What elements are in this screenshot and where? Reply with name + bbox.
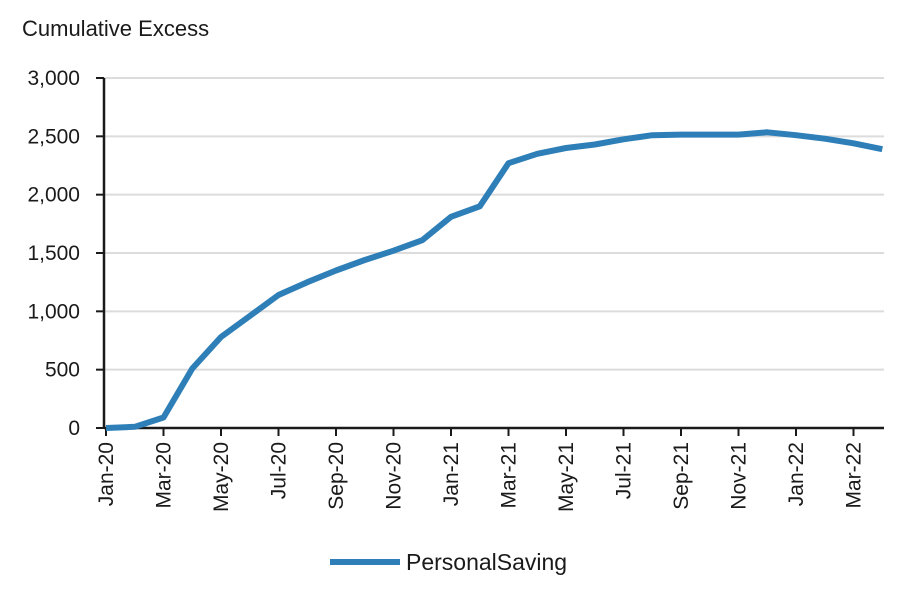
- y-tick-label: 1,500: [27, 242, 80, 265]
- x-tick-label: Nov-20: [383, 442, 406, 510]
- series-line-0: [105, 129, 883, 431]
- x-tick-label: Sep-21: [670, 442, 693, 510]
- x-tick-label: Mar-21: [498, 442, 521, 509]
- x-tick-label: May-20: [210, 442, 233, 512]
- series-lines: [105, 129, 883, 431]
- axes: [96, 77, 884, 436]
- x-tick-label: Jan-20: [95, 442, 118, 506]
- x-tick-label: Jan-21: [440, 442, 463, 506]
- y-tick-label: 2,500: [27, 125, 80, 148]
- x-tick-label: Nov-21: [728, 442, 751, 510]
- x-tick-labels: Jan-20 Mar-20 May-20 Jul-20 Sep-20 Nov-20 Jan-…: [95, 442, 866, 512]
- x-tick-label: Jul-20: [268, 442, 291, 499]
- x-tick-label: Jan-22: [785, 442, 808, 506]
- y-tick-labels: 0 500 1,000 1,500 2,000 2,500 3,000: [27, 67, 80, 440]
- y-tick-label: 3,000: [27, 67, 80, 90]
- y-tick-label: 500: [45, 359, 80, 382]
- gridlines: [104, 77, 884, 371]
- y-tick-label: 2,000: [27, 184, 80, 207]
- x-tick-label: Mar-20: [153, 442, 176, 509]
- x-tick-label: Jul-21: [613, 442, 636, 499]
- x-tick-label: Mar-22: [843, 442, 866, 509]
- legend: PersonalSaving: [330, 549, 567, 575]
- y-axis-title: Cumulative Excess: [22, 16, 210, 41]
- legend-label: PersonalSaving: [406, 549, 567, 575]
- y-tick-label: 1,000: [27, 300, 80, 323]
- x-tick-label: Sep-20: [325, 442, 348, 510]
- y-tick-label: 0: [68, 417, 80, 440]
- x-tick-label: May-21: [555, 442, 578, 512]
